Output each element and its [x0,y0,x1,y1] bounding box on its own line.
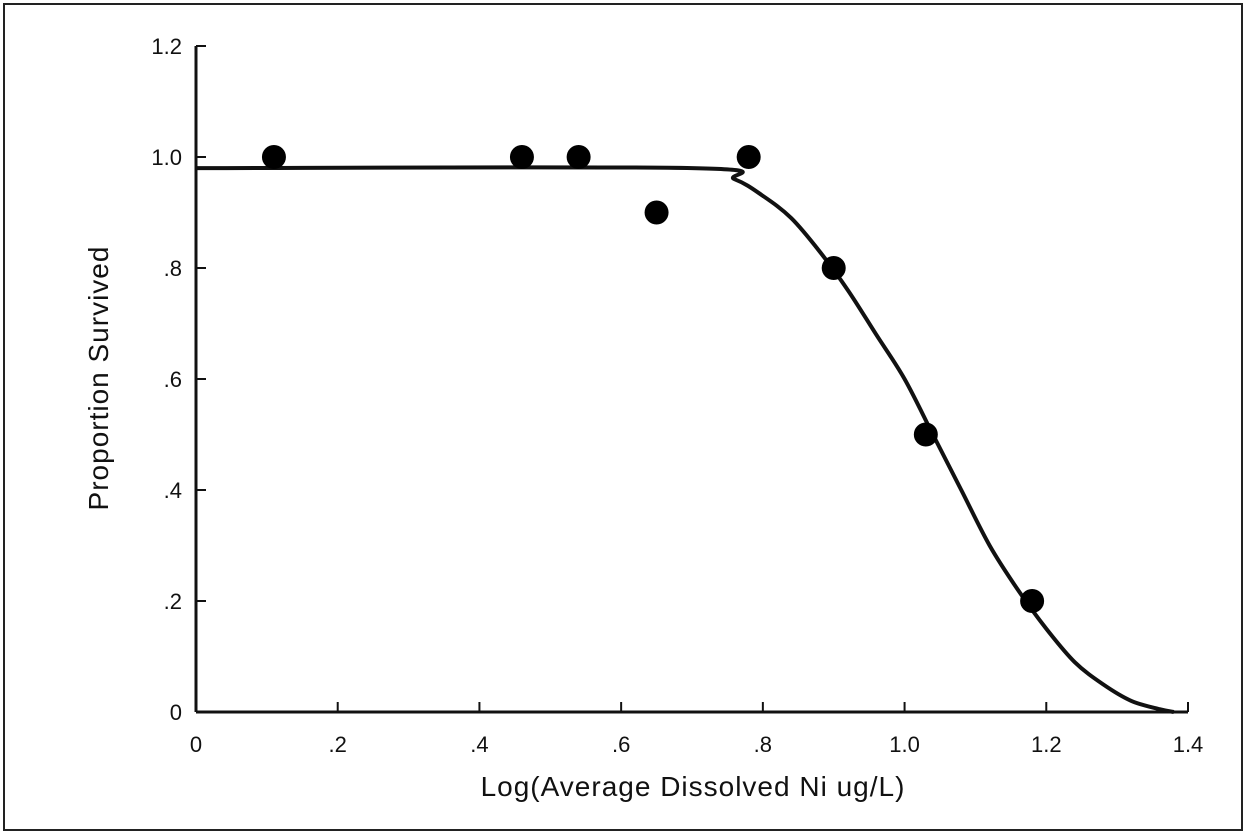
x-tick-label: .4 [470,732,488,757]
data-point [821,256,846,280]
fitted-curve-line [195,165,1175,714]
y-tick-label: 1.0 [151,145,182,170]
x-tick-label: 1.4 [1173,732,1204,757]
data-point [509,145,534,169]
axes [194,46,1188,714]
y-tick-label: 1.2 [151,34,182,59]
x-tick-label: 0 [190,732,202,757]
x-tick-label: 1.2 [1031,732,1062,757]
x-tick-label: 1.0 [889,732,920,757]
x-tick-label: .6 [612,732,630,757]
data-point [566,145,591,169]
y-tick-label: .4 [164,478,182,503]
y-axis-title: Proportion Survived [83,246,114,511]
x-axis-title: Log(Average Dissolved Ni ug/L) [481,771,906,802]
x-tick-label: .2 [329,732,347,757]
y-tick-label: 0 [170,700,182,725]
data-points-layer [261,145,1045,613]
x-tick-label: .8 [754,732,772,757]
figure-border [3,3,1243,831]
y-tick-label: .6 [164,367,182,392]
data-point [736,145,761,169]
x-ticks: 0 .2 .4 .6 .8 1.0 1.2 1.4 [190,702,1203,757]
fitted-curve-layer [195,165,1175,714]
y-tick-label: .2 [164,589,182,614]
data-point [1020,589,1045,613]
data-point [913,422,938,447]
data-point [644,200,669,225]
y-ticks: 0 .2 .4 .6 .8 1.0 1.2 [151,34,206,725]
y-tick-label: .8 [164,256,182,281]
data-point [261,145,286,169]
